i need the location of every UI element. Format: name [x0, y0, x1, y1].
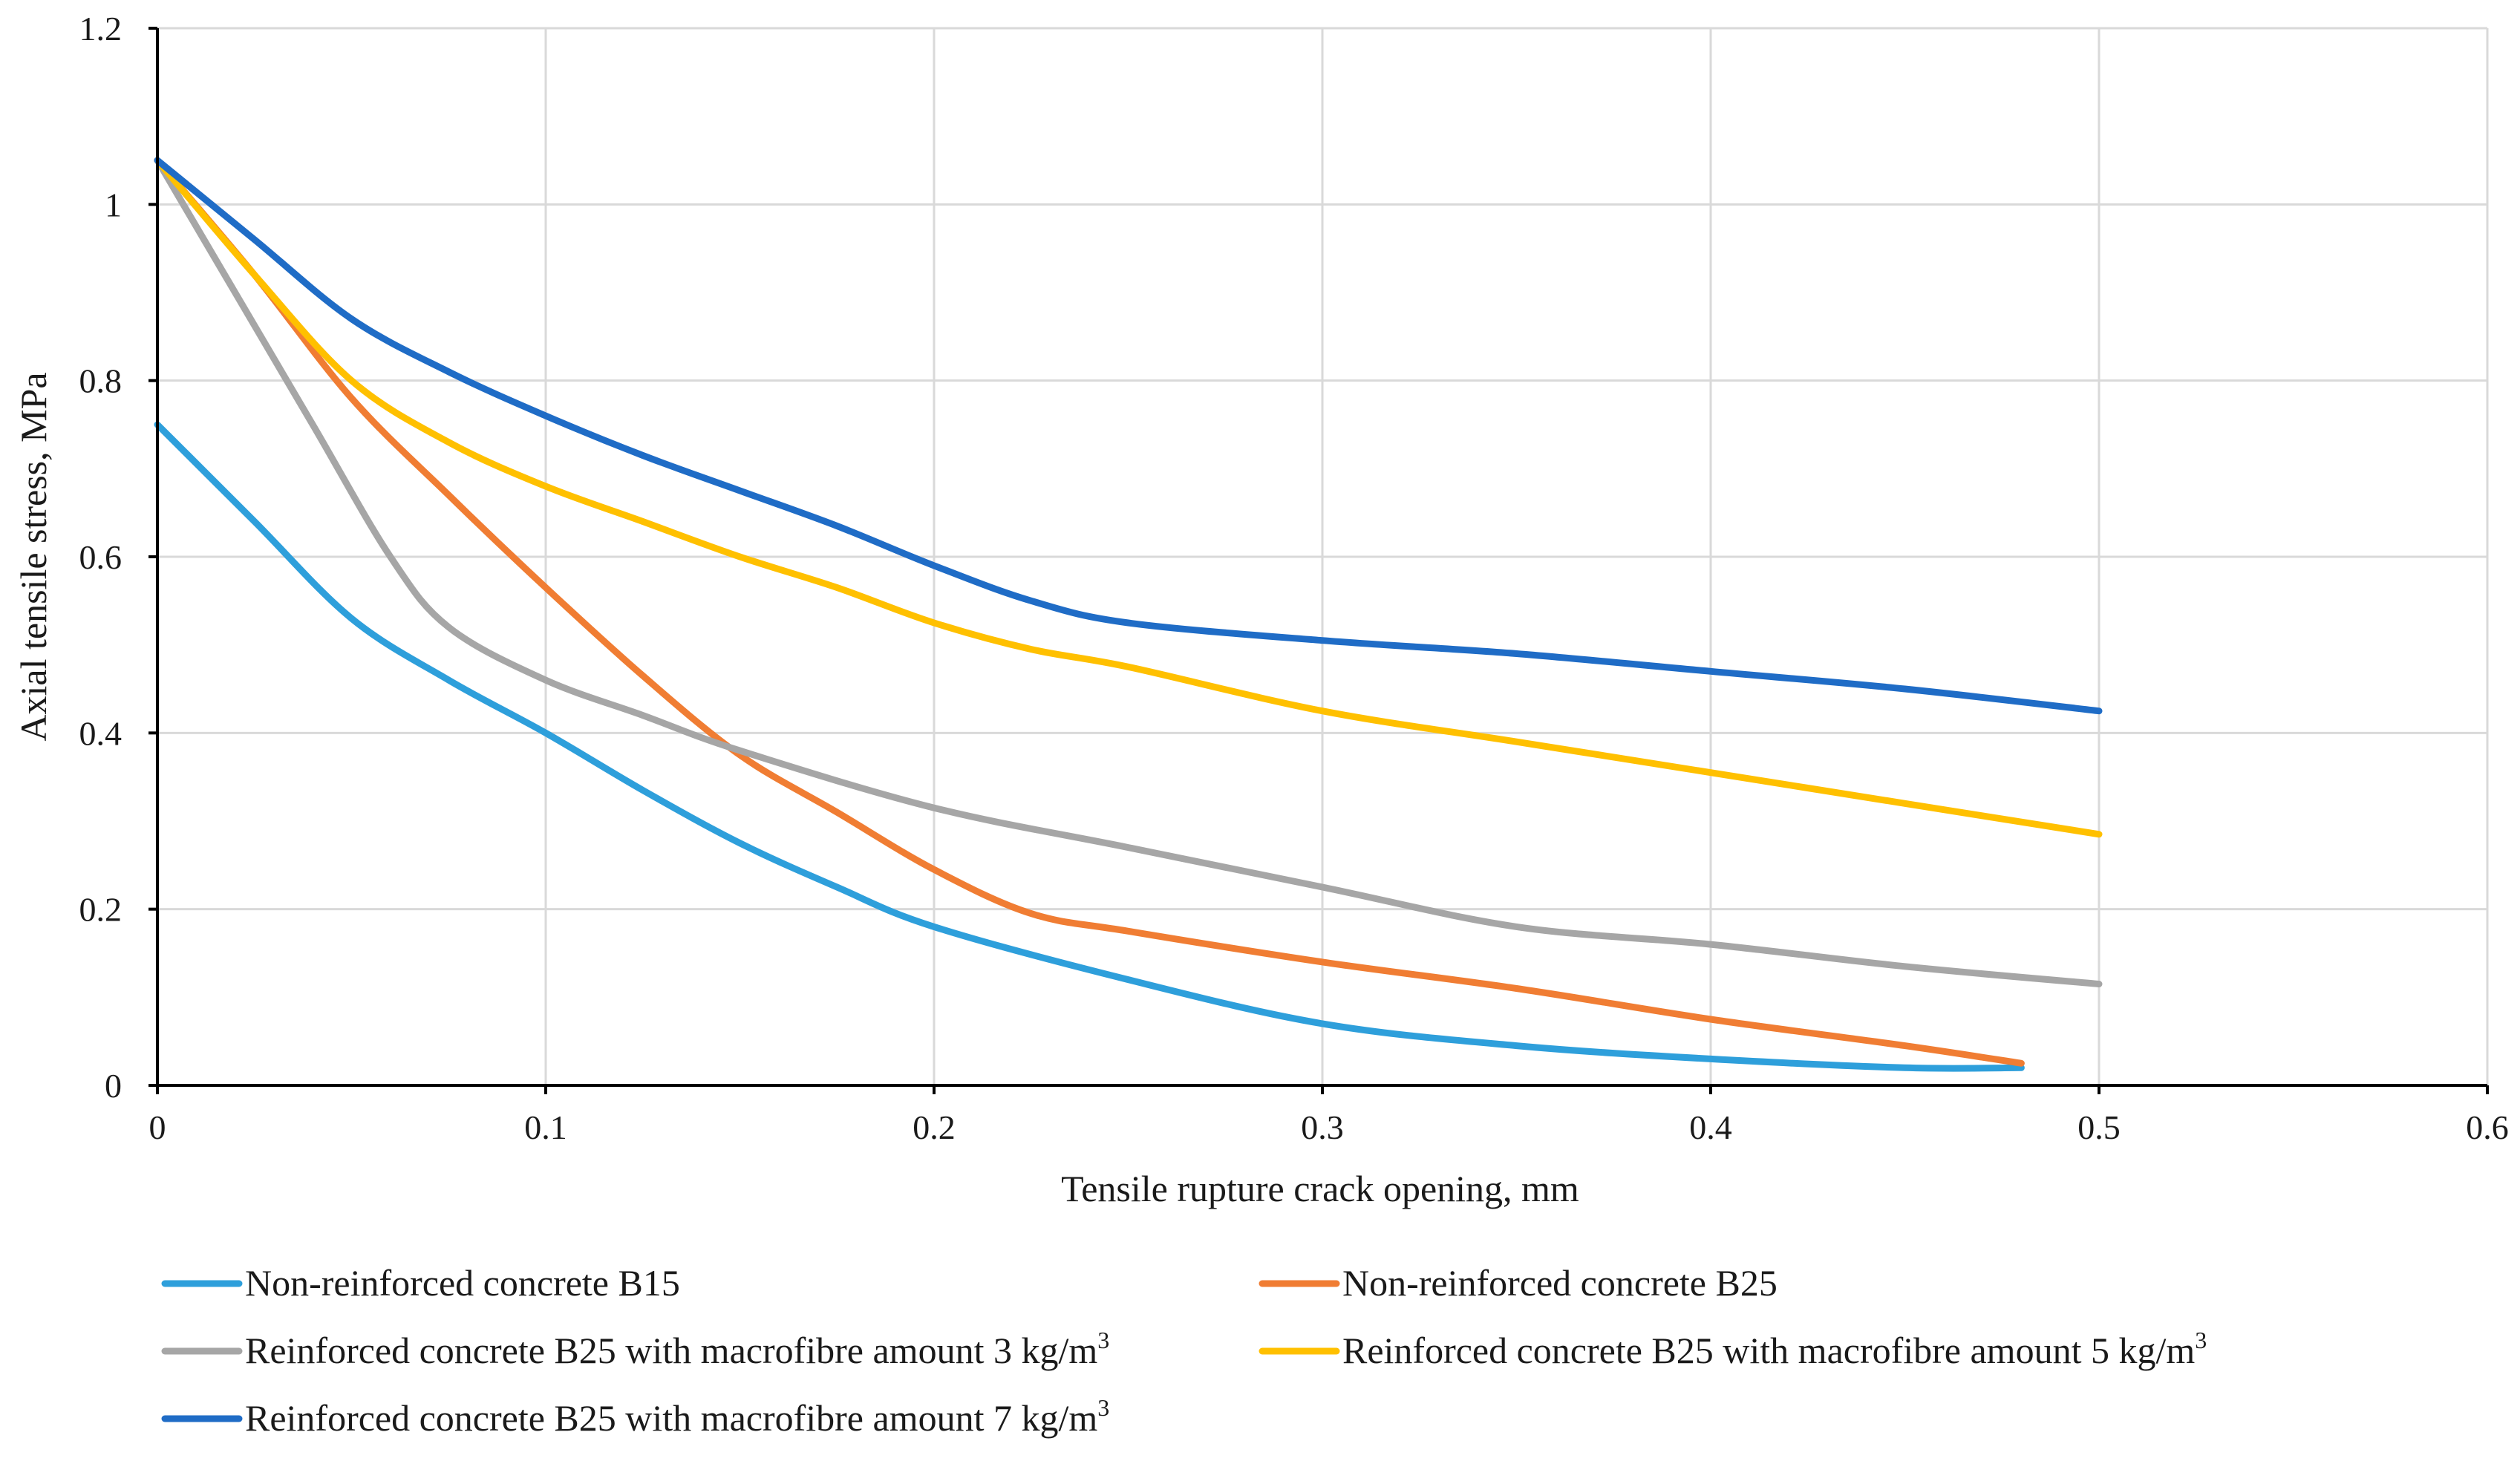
x-tick-label: 0.2 — [913, 1108, 956, 1146]
x-tick-label: 0.4 — [1689, 1108, 1732, 1146]
x-tick-label: 0.6 — [2466, 1108, 2509, 1146]
legend-label-superscript: 3 — [1097, 1327, 1109, 1353]
series-line-3 — [154, 157, 2103, 987]
legend-label: Reinforced concrete B25 with macrofibre … — [1342, 1327, 2207, 1371]
legend-item-2: Non-reinforced concrete B25 — [1259, 1262, 1778, 1304]
x-tick-label: 0.1 — [524, 1108, 567, 1146]
legend-label: Reinforced concrete B25 with macrofibre … — [245, 1327, 1109, 1371]
legend-item-3: Reinforced concrete B25 with macrofibre … — [161, 1327, 1109, 1371]
gridlines — [157, 27, 2489, 1085]
y-tick-label: 0.4 — [79, 714, 123, 752]
series-line-5 — [154, 157, 2103, 715]
y-tick-label: 0 — [105, 1067, 122, 1105]
y-tick-label: 0.6 — [79, 538, 123, 576]
legend-label: Non-reinforced concrete B15 — [245, 1262, 680, 1304]
legend-label-superscript: 3 — [1097, 1394, 1109, 1421]
y-tick-label: 0.2 — [79, 891, 123, 929]
legend-label: Reinforced concrete B25 with macrofibre … — [245, 1394, 1109, 1439]
y-tick-label: 1 — [105, 186, 122, 223]
legend-item-5: Reinforced concrete B25 with macrofibre … — [161, 1394, 1109, 1439]
series-line-1 — [154, 421, 2025, 1072]
tick-labels: 0 0.1 0.2 0.3 0.4 0.5 0.6 0 0.2 0.4 0.6 0.8 1 1.2 — [79, 10, 2509, 1146]
series-line-2 — [154, 157, 2025, 1067]
x-tick-label: 0.3 — [1301, 1108, 1344, 1146]
legend-label: Non-reinforced concrete B25 — [1342, 1262, 1778, 1304]
x-tick-label: 0 — [149, 1108, 166, 1146]
axes — [148, 27, 2489, 1094]
legend-label-superscript: 3 — [2195, 1327, 2207, 1353]
series-line-4 — [154, 157, 2103, 838]
y-tick-label: 0.8 — [79, 362, 123, 400]
legend-item-1: Non-reinforced concrete B15 — [161, 1262, 680, 1304]
legend: Non-reinforced concrete B15 Non-reinforce… — [161, 1262, 2207, 1439]
x-tick-label: 0.5 — [2077, 1108, 2121, 1146]
series-lines — [154, 157, 2103, 1072]
x-axis-title: Tensile rupture crack opening, mm — [1061, 1168, 1579, 1209]
y-tick-label: 1.2 — [79, 10, 123, 48]
y-axis-title: Axial tensile stress, MPa — [13, 372, 54, 741]
legend-item-4: Reinforced concrete B25 with macrofibre … — [1259, 1327, 2207, 1371]
